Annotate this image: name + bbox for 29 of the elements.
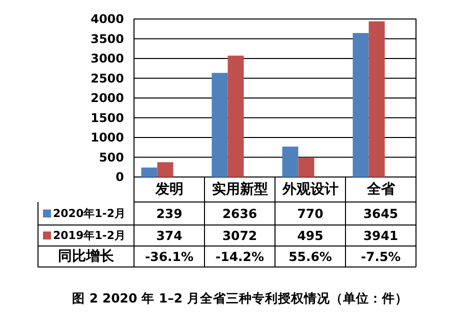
y-tick-label: 500 bbox=[98, 150, 124, 164]
text: 同比增长 bbox=[58, 248, 115, 264]
x-tick-label: 外观设计 bbox=[281, 182, 338, 198]
text: -14.2% bbox=[215, 249, 264, 264]
x-tick-label: 实用新型 bbox=[212, 180, 268, 198]
y-tick-label: 2500 bbox=[90, 71, 124, 86]
y-tick-label: 3500 bbox=[90, 32, 124, 46]
text: 图 2 2020 年 1–2 月全省三种专利授权情况（单位：件） bbox=[72, 290, 408, 306]
y-tick-label: 3000 bbox=[90, 52, 124, 66]
legend-label: 2020年1-2月 bbox=[53, 207, 126, 220]
y-tick-label: 2000 bbox=[90, 91, 124, 105]
data-label: 3645 bbox=[363, 206, 398, 221]
x-tick-label: 发明 bbox=[154, 182, 184, 198]
data-label: 3941 bbox=[363, 228, 398, 243]
text: 55.6% bbox=[288, 249, 332, 264]
data-label: 374 bbox=[156, 228, 183, 243]
text: -7.5% bbox=[360, 249, 402, 264]
data-label: 2636 bbox=[222, 206, 258, 221]
data-label: 239 bbox=[156, 206, 182, 221]
y-tick-label: 1000 bbox=[90, 130, 124, 144]
y-tick-label: 0 bbox=[116, 170, 124, 184]
legend-label: 2019年1-2月 bbox=[53, 229, 126, 242]
data-label: 3072 bbox=[222, 228, 258, 243]
y-tick-label: 1500 bbox=[90, 110, 124, 125]
data-label: 495 bbox=[297, 228, 324, 243]
data-label: 770 bbox=[297, 206, 324, 221]
x-tick-label: 全省 bbox=[366, 182, 396, 198]
y-tick-label: 4000 bbox=[90, 12, 124, 26]
text: -36.1% bbox=[144, 249, 194, 264]
